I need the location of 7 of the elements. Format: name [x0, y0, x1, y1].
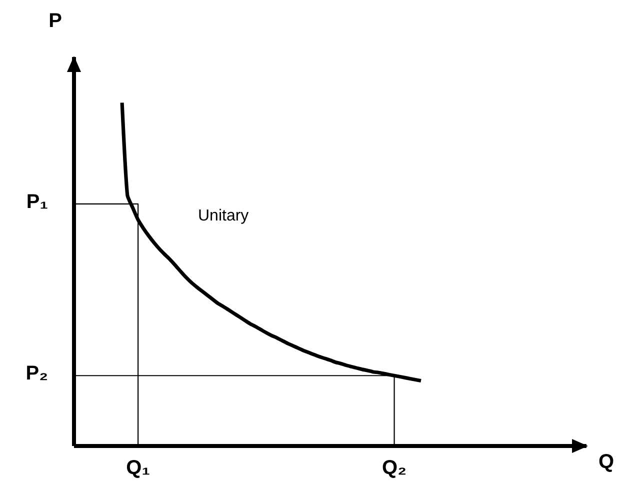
series-label: P₁ — [26, 190, 48, 213]
x-axis-title: Q — [598, 451, 614, 473]
y-axis-title: P — [48, 10, 62, 32]
x-tick-label: Q₂ — [382, 457, 407, 479]
x-tick-label: Q₁ — [126, 457, 150, 479]
series-label: P₂ — [26, 362, 48, 385]
annotation: Unitary — [198, 208, 249, 224]
